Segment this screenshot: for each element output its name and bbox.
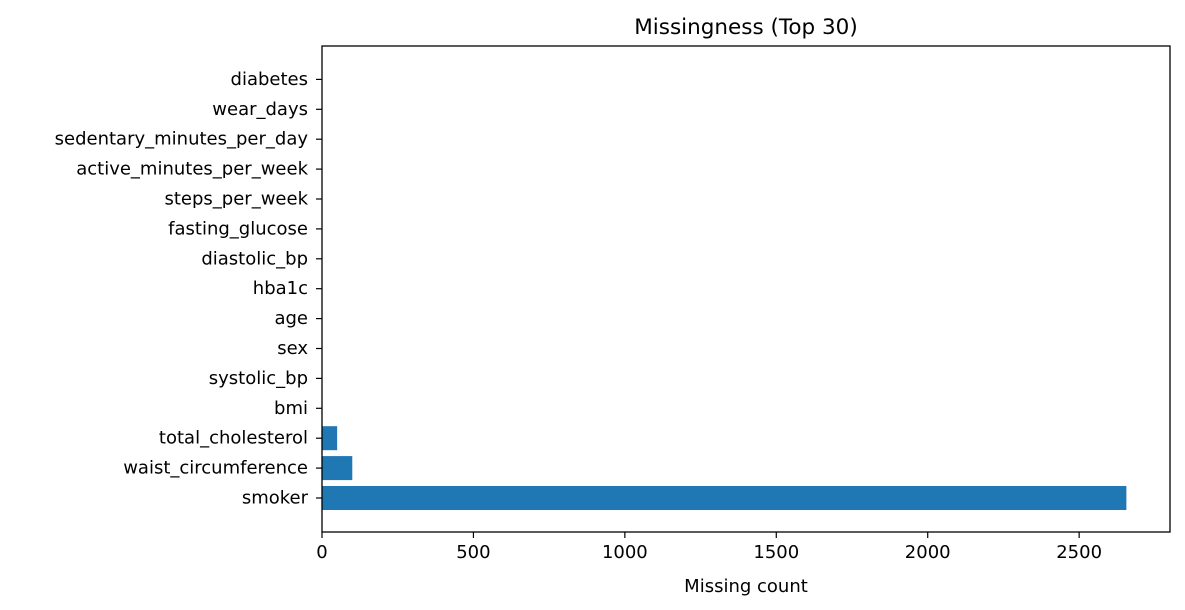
- y-tick-label: fasting_glucose: [168, 218, 308, 239]
- y-tick-label: active_minutes_per_week: [76, 159, 308, 180]
- x-tick-label: 1500: [753, 542, 799, 563]
- x-tick-label: 1000: [602, 542, 648, 563]
- y-tick-label: smoker: [242, 488, 309, 509]
- x-tick-label: 2000: [905, 542, 951, 563]
- bar-total-cholesterol: [322, 426, 338, 451]
- y-tick-label: age: [274, 308, 308, 329]
- y-axis: smoker waist_circumference total_cholester…: [55, 69, 322, 509]
- x-axis: 0 500 1000 1500 2000 2500: [316, 532, 1102, 563]
- y-tick-label: diastolic_bp: [201, 248, 308, 269]
- y-tick-label: total_cholesterol: [159, 428, 308, 449]
- y-tick-label: bmi: [274, 398, 308, 419]
- plot-frame: [321, 45, 1171, 533]
- y-tick-label: hba1c: [253, 278, 308, 299]
- y-tick-label: wear_days: [212, 99, 308, 120]
- y-tick-label: steps_per_week: [164, 189, 308, 210]
- y-tick-label: sex: [277, 338, 308, 359]
- bar-smoker: [322, 486, 1127, 510]
- x-tick-label: 500: [456, 542, 490, 563]
- chart-title: Missingness (Top 30): [634, 15, 858, 40]
- bar-waist-circumference: [322, 456, 353, 481]
- x-tick-label: 2500: [1056, 542, 1102, 563]
- y-tick-label: diabetes: [231, 69, 308, 90]
- y-tick-label: systolic_bp: [209, 368, 308, 389]
- y-tick-label: waist_circumference: [123, 458, 308, 479]
- x-axis-title: Missing count: [684, 576, 808, 597]
- bars-layer: [322, 426, 1127, 510]
- y-tick-label: sedentary_minutes_per_day: [55, 129, 309, 150]
- x-tick-label: 0: [316, 542, 327, 563]
